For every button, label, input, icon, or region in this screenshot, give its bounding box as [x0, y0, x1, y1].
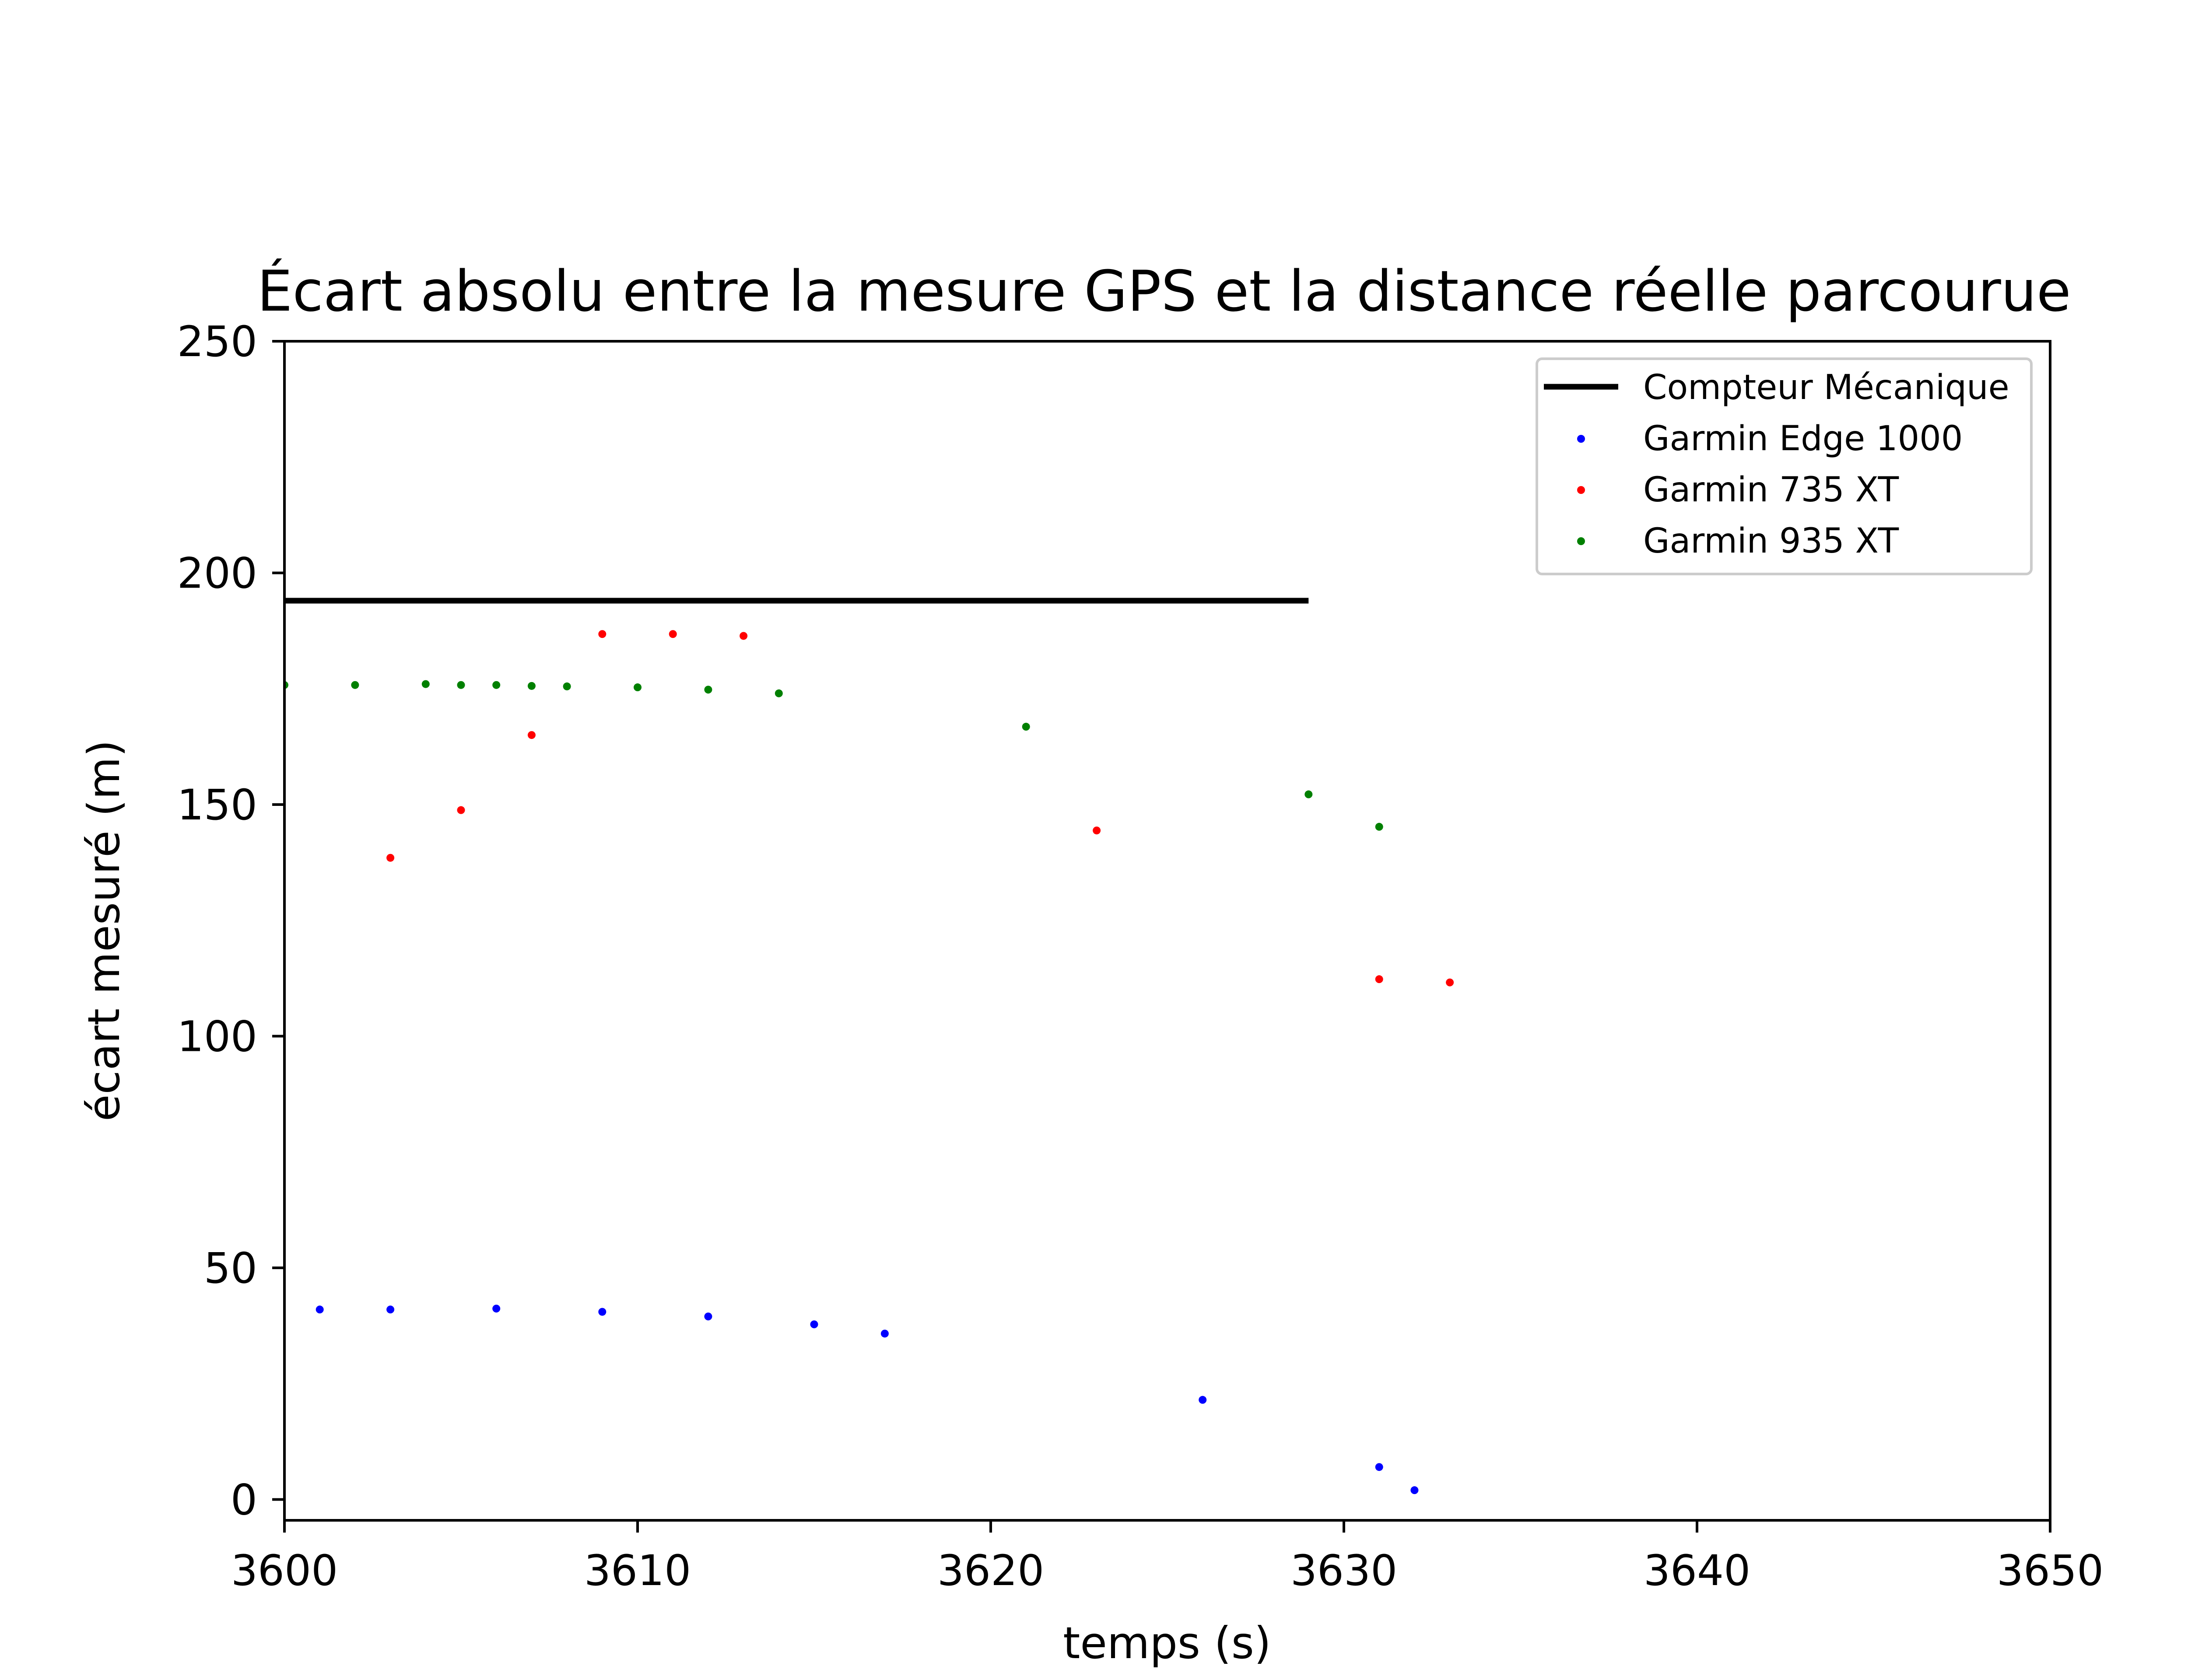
data-point-s3-9 — [775, 689, 783, 697]
data-point-s1-3 — [598, 1308, 607, 1316]
x-tick-label-3: 3630 — [1290, 1546, 1397, 1595]
legend-marker-swatch-1 — [1577, 435, 1585, 443]
data-point-s3-8 — [704, 686, 712, 694]
data-point-s3-4 — [492, 681, 501, 689]
data-point-s3-7 — [634, 683, 642, 692]
legend-marker-swatch-3 — [1577, 537, 1585, 545]
data-point-s1-9 — [1410, 1486, 1419, 1494]
data-point-s3-5 — [527, 682, 536, 690]
legend-label-3: Garmin 935 XT — [1643, 522, 1899, 561]
data-point-s3-1 — [351, 681, 359, 689]
data-point-s3-11 — [1304, 790, 1313, 798]
data-point-s2-0 — [386, 854, 395, 862]
x-tick-label-0: 3600 — [231, 1546, 338, 1595]
data-point-s3-6 — [563, 682, 571, 690]
data-point-s1-4 — [704, 1312, 712, 1321]
x-axis-label: temps (s) — [1063, 1617, 1271, 1669]
marks-layer — [284, 598, 1454, 1494]
legend-label-1: Garmin Edge 1000 — [1643, 419, 1963, 458]
data-point-s1-7 — [1199, 1396, 1207, 1404]
data-point-s2-4 — [669, 630, 677, 638]
data-point-s1-6 — [880, 1330, 889, 1338]
legend: Compteur Mécanique Garmin Edge 1000 Garmin… — [1536, 357, 2033, 575]
axis-ticks: 3600 3610 3620 3630 3640 3650 0 50 100 150 200 250 — [177, 317, 2104, 1595]
data-point-s2-2 — [527, 731, 536, 739]
x-tick-label-4: 3640 — [1644, 1546, 1750, 1595]
y-tick-label-2: 100 — [177, 1012, 257, 1061]
y-tick-label-5: 250 — [177, 317, 257, 366]
legend-label-0: Compteur Mécanique — [1643, 368, 2009, 407]
y-axis-label: écart mesuré (m) — [78, 740, 130, 1121]
data-point-s2-8 — [1446, 978, 1454, 987]
y-tick-label-4: 200 — [177, 549, 257, 598]
x-tick-label-5: 3650 — [1997, 1546, 2104, 1595]
data-point-s2-7 — [1375, 975, 1383, 984]
data-point-s1-1 — [386, 1306, 395, 1314]
legend-label-2: Garmin 735 XT — [1643, 470, 1899, 510]
data-point-s1-0 — [316, 1306, 324, 1314]
x-tick-label-2: 3620 — [937, 1546, 1044, 1595]
x-tick-label-1: 3610 — [584, 1546, 691, 1595]
data-point-s2-6 — [1093, 826, 1101, 835]
data-point-s3-3 — [457, 681, 465, 689]
data-point-s3-10 — [1022, 723, 1030, 731]
data-point-s2-3 — [598, 630, 607, 638]
data-point-s2-1 — [457, 806, 465, 814]
data-point-s2-5 — [740, 632, 748, 640]
data-point-s1-8 — [1375, 1463, 1383, 1471]
data-point-s3-2 — [421, 680, 430, 688]
legend-marker-swatch-2 — [1577, 486, 1585, 494]
y-tick-label-3: 150 — [177, 780, 257, 830]
chart-title: Écart absolu entre la mesure GPS et la d… — [257, 259, 2071, 324]
legend-box — [1536, 357, 2033, 575]
y-tick-label-0: 0 — [231, 1475, 257, 1524]
data-point-s1-2 — [492, 1305, 501, 1313]
plot-area-frame — [283, 340, 2051, 1522]
data-point-s1-5 — [810, 1320, 818, 1329]
y-tick-label-1: 50 — [204, 1244, 257, 1293]
data-point-s3-12 — [1375, 822, 1383, 831]
